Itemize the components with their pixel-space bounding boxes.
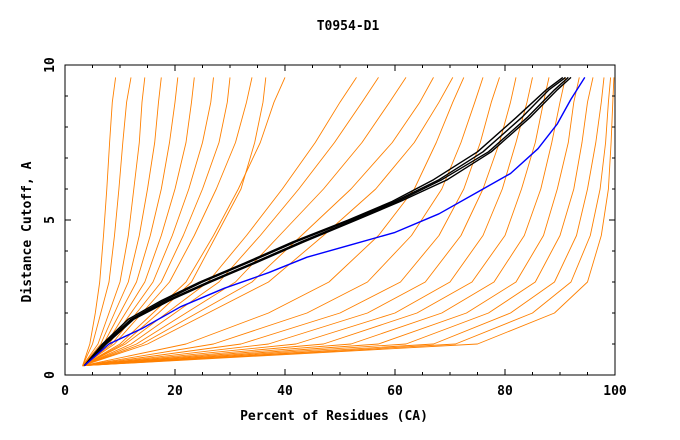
- series-line-orange-24: [82, 77, 594, 367]
- series-line-orange-9: [82, 77, 286, 367]
- series-line-orange-27: [82, 77, 615, 367]
- series-line-black-29: [83, 76, 572, 367]
- series-line-orange-15: [82, 77, 454, 367]
- series-line-black-28: [83, 76, 566, 367]
- series-layer: [82, 76, 615, 367]
- series-line-orange-13: [82, 77, 407, 367]
- series-line-orange-0: [82, 77, 117, 366]
- x-tick-label: 60: [387, 384, 403, 399]
- tick-layer: 0 20 40 60 80 100 0 5 10: [43, 57, 627, 399]
- series-line-orange-4: [82, 77, 179, 367]
- series-line-orange-11: [82, 77, 357, 367]
- series-line-black-31: [83, 76, 564, 367]
- series-line-orange-12: [82, 77, 379, 367]
- series-line-orange-16: [82, 77, 465, 367]
- x-tick-label: 100: [603, 384, 627, 399]
- x-tick-label: 80: [497, 384, 513, 399]
- x-axis-label: Percent of Residues (CA): [240, 409, 428, 424]
- series-line-orange-22: [82, 77, 566, 367]
- series-line-orange-23: [82, 77, 580, 367]
- series-line-orange-21: [82, 77, 550, 367]
- y-tick-label: 0: [43, 371, 58, 379]
- series-line-blue-32: [83, 77, 586, 367]
- series-line-orange-2: [82, 77, 146, 366]
- x-tick-label: 20: [167, 384, 183, 399]
- chart-title: T0954-D1: [317, 19, 380, 34]
- x-tick-label: 40: [277, 384, 293, 399]
- series-line-orange-18: [82, 77, 500, 367]
- series-line-orange-14: [82, 77, 434, 367]
- y-tick-label: 5: [43, 216, 58, 224]
- series-line-orange-19: [82, 77, 517, 367]
- series-line-orange-8: [82, 77, 253, 367]
- series-line-black-30: [83, 76, 569, 367]
- series-line-orange-7: [82, 77, 231, 367]
- series-line-orange-17: [82, 77, 484, 367]
- y-axis-label: Distance Cutoff, A: [20, 161, 35, 302]
- series-line-orange-10: [82, 77, 267, 367]
- series-line-orange-25: [82, 77, 605, 367]
- series-line-orange-1: [82, 77, 132, 366]
- series-line-orange-26: [82, 77, 612, 367]
- series-line-orange-20: [82, 77, 533, 367]
- x-tick-label: 0: [61, 384, 69, 399]
- series-line-orange-3: [82, 77, 162, 366]
- y-tick-label: 10: [43, 57, 58, 73]
